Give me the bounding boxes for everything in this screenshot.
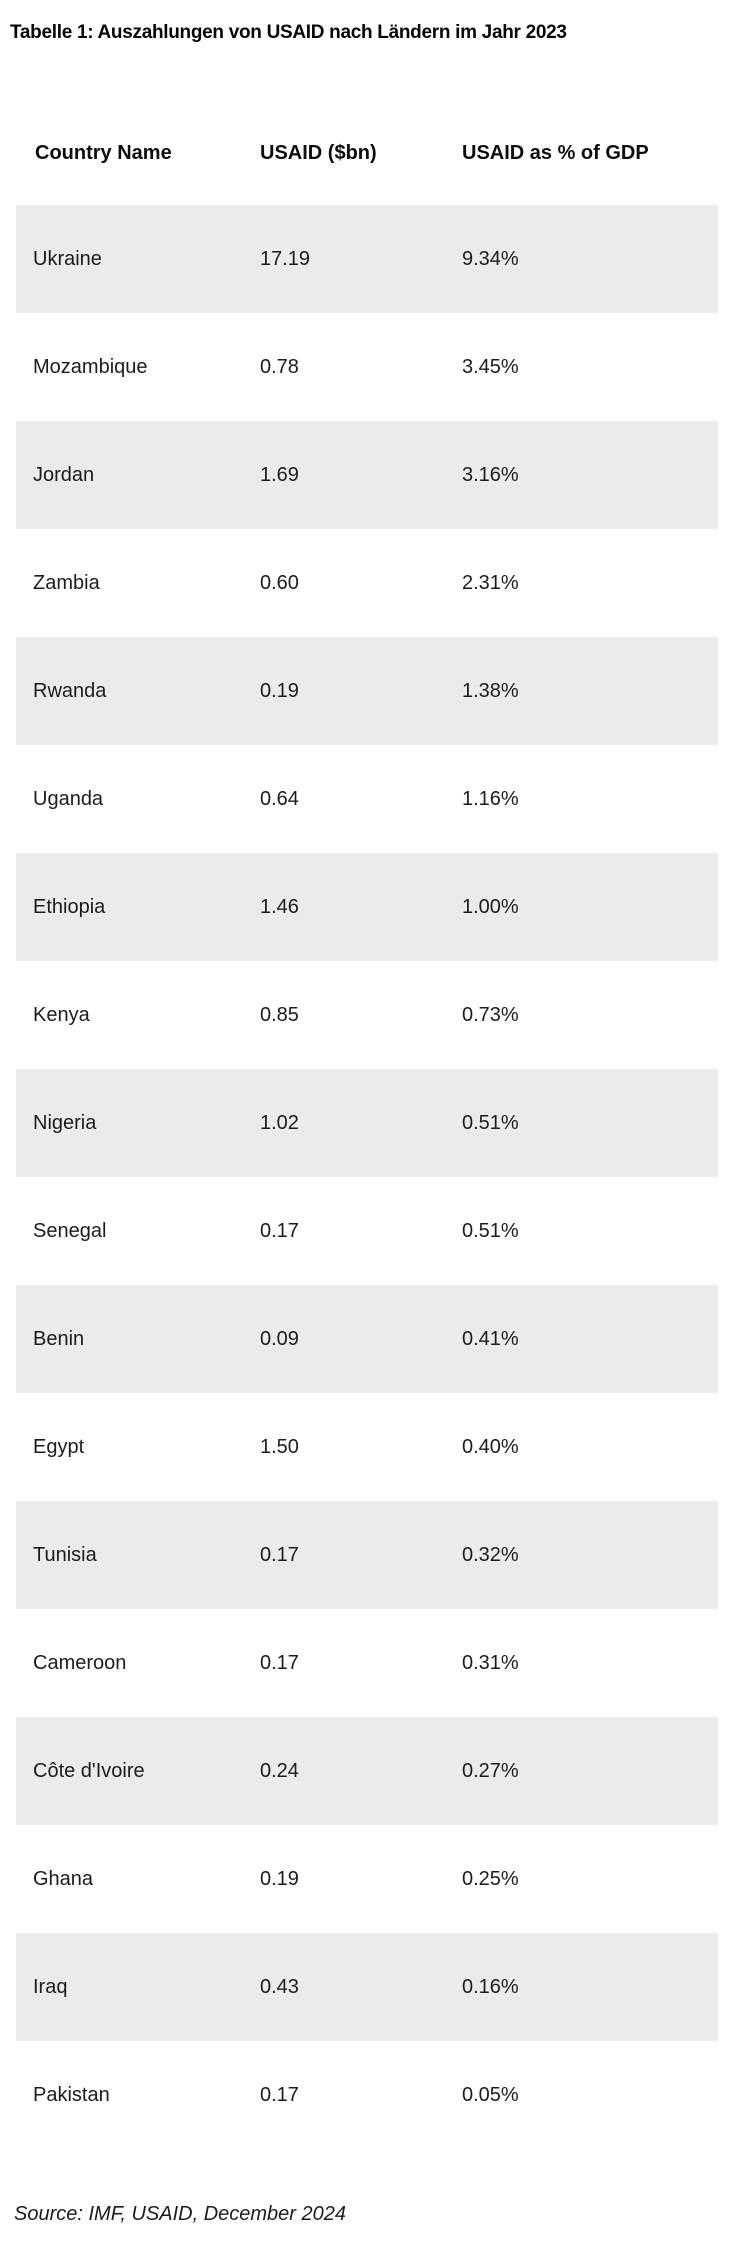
cell-country: Mozambique [33, 355, 148, 378]
cell-usaid-bn: 0.60 [260, 571, 299, 594]
cell-usaid-bn: 0.19 [260, 679, 299, 702]
cell-usaid-pct-gdp: 0.73% [462, 1003, 519, 1026]
cell-country: Cameroon [33, 1651, 127, 1674]
cell-usaid-pct-gdp: 2.31% [462, 571, 519, 594]
cell-country: Benin [33, 1327, 85, 1350]
cell-usaid-pct-gdp: 3.45% [462, 355, 519, 378]
table-row: Côte d'Ivoire 0.24 0.27% [16, 1717, 718, 1825]
cell-usaid-pct-gdp: 0.40% [462, 1435, 519, 1458]
cell-usaid-bn: 0.09 [260, 1327, 299, 1350]
cell-country: Rwanda [33, 679, 107, 702]
table-title: Tabelle 1: Auszahlungen von USAID nach L… [10, 22, 567, 43]
cell-usaid-pct-gdp: 3.16% [462, 463, 519, 486]
cell-country: Zambia [33, 571, 100, 594]
cell-usaid-bn: 0.19 [260, 1867, 299, 1890]
cell-usaid-pct-gdp: 0.32% [462, 1543, 519, 1566]
table-header-row: Country Name USAID ($bn) USAID as % of G… [16, 140, 718, 166]
cell-country: Uganda [33, 787, 104, 810]
cell-country: Jordan [33, 463, 95, 486]
table-row: Rwanda 0.19 1.38% [16, 637, 718, 745]
source-note: Source: IMF, USAID, December 2024 [14, 2203, 346, 2225]
cell-country: Nigeria [33, 1111, 97, 1134]
cell-usaid-bn: 0.24 [260, 1759, 299, 1782]
table-row: Cameroon 0.17 0.31% [16, 1609, 718, 1717]
cell-usaid-bn: 17.19 [260, 247, 311, 270]
cell-usaid-pct-gdp: 0.41% [462, 1327, 519, 1350]
cell-usaid-bn: 0.64 [260, 787, 299, 810]
cell-usaid-pct-gdp: 1.00% [462, 895, 519, 918]
cell-usaid-bn: 1.02 [260, 1111, 299, 1134]
table-row: Egypt 1.50 0.40% [16, 1393, 718, 1501]
cell-usaid-pct-gdp: 1.16% [462, 787, 519, 810]
cell-usaid-bn: 0.43 [260, 1975, 299, 1998]
table-row: Kenya 0.85 0.73% [16, 961, 718, 1069]
column-header-usaid-pct-gdp: USAID as % of GDP [462, 142, 649, 164]
cell-usaid-bn: 0.17 [260, 1219, 299, 1242]
table-row: Pakistan 0.17 0.05% [16, 2041, 718, 2149]
cell-usaid-pct-gdp: 0.27% [462, 1759, 519, 1782]
cell-usaid-bn: 0.17 [260, 2083, 299, 2106]
cell-usaid-bn: 0.85 [260, 1003, 299, 1026]
table-row: Iraq 0.43 0.16% [16, 1933, 718, 2041]
cell-country: Senegal [33, 1219, 107, 1242]
table-row: Tunisia 0.17 0.32% [16, 1501, 718, 1609]
cell-usaid-pct-gdp: 0.31% [462, 1651, 519, 1674]
table-body: Ukraine 17.19 9.34% Mozambique 0.78 3.45… [16, 205, 718, 2149]
table-row: Mozambique 0.78 3.45% [16, 313, 718, 421]
table-row: Ghana 0.19 0.25% [16, 1825, 718, 1933]
cell-country: Egypt [33, 1435, 85, 1458]
cell-usaid-bn: 1.69 [260, 463, 299, 486]
table-row: Benin 0.09 0.41% [16, 1285, 718, 1393]
table-row: Uganda 0.64 1.16% [16, 745, 718, 853]
cell-usaid-bn: 1.46 [260, 895, 299, 918]
table-row: Nigeria 1.02 0.51% [16, 1069, 718, 1177]
cell-usaid-bn: 0.17 [260, 1651, 299, 1674]
cell-country: Iraq [33, 1975, 68, 1998]
cell-usaid-pct-gdp: 9.34% [462, 247, 519, 270]
cell-country: Tunisia [33, 1543, 97, 1566]
table-row: Ethiopia 1.46 1.00% [16, 853, 718, 961]
cell-usaid-pct-gdp: 0.51% [462, 1111, 519, 1134]
cell-usaid-pct-gdp: 0.05% [462, 2083, 519, 2106]
cell-country: Pakistan [33, 2083, 110, 2106]
cell-country: Kenya [33, 1003, 90, 1026]
cell-usaid-bn: 0.78 [260, 355, 299, 378]
cell-usaid-bn: 0.17 [260, 1543, 299, 1566]
cell-usaid-pct-gdp: 1.38% [462, 679, 519, 702]
table-row: Ukraine 17.19 9.34% [16, 205, 718, 313]
table-row: Jordan 1.69 3.16% [16, 421, 718, 529]
cell-usaid-pct-gdp: 0.25% [462, 1867, 519, 1890]
column-header-usaid-bn: USAID ($bn) [260, 142, 377, 164]
cell-usaid-pct-gdp: 0.51% [462, 1219, 519, 1242]
table-row: Senegal 0.17 0.51% [16, 1177, 718, 1285]
cell-country: Côte d'Ivoire [33, 1759, 145, 1782]
table-row: Zambia 0.60 2.31% [16, 529, 718, 637]
cell-country: Ghana [33, 1867, 94, 1890]
cell-usaid-pct-gdp: 0.16% [462, 1975, 519, 1998]
cell-country: Ethiopia [33, 895, 106, 918]
cell-usaid-bn: 1.50 [260, 1435, 299, 1458]
column-header-country-name: Country Name [35, 142, 172, 164]
cell-country: Ukraine [33, 247, 102, 270]
